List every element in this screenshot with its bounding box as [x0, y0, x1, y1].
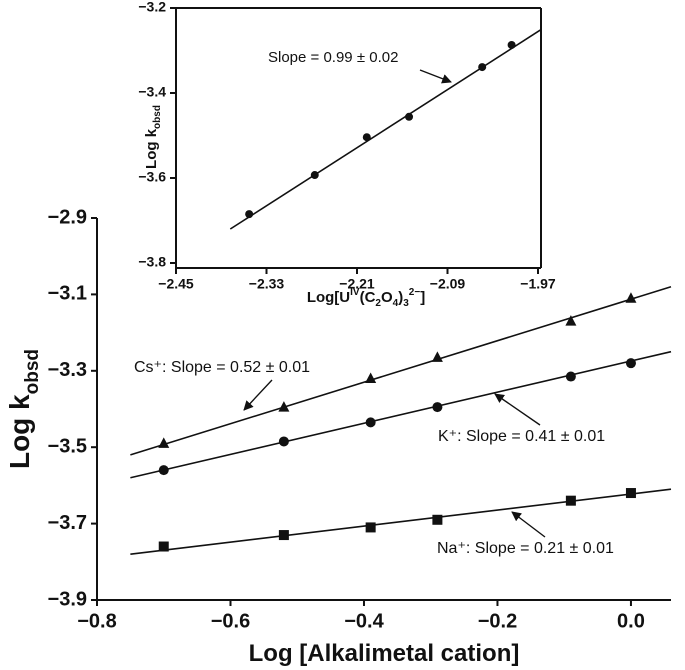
marker-square	[565, 495, 576, 506]
x-axis-label-part: Log[U	[307, 289, 350, 306]
y-tick-label: −3.4	[138, 84, 166, 100]
marker-circle	[245, 210, 254, 219]
marker-circle	[310, 171, 319, 180]
y-tick-label: −3.8	[138, 254, 166, 270]
x-tick-label: −0.6	[211, 610, 250, 632]
marker-triangle	[158, 437, 170, 448]
x-axis-label-part: ]	[420, 289, 425, 306]
marker-triangle	[278, 401, 290, 412]
annotation: Na⁺: Slope = 0.21 ± 0.01	[437, 540, 614, 557]
marker-circle	[432, 402, 443, 413]
annotation: Cs⁺: Slope = 0.52 ± 0.01	[134, 359, 310, 376]
marker-triangle	[365, 372, 377, 383]
y-tick-label: −3.9	[48, 588, 87, 610]
marker-circle	[565, 371, 576, 382]
y-tick-label: −3.2	[138, 0, 166, 15]
x-axis-label: Log [Alkalimetal cation]	[249, 640, 520, 667]
y-axis-label: Log kobsd	[143, 105, 163, 169]
x-tick-label: −2.45	[158, 275, 194, 291]
marker-circle	[478, 63, 487, 72]
marker-circle	[362, 133, 371, 142]
x-axis-label-part: Log [Alkalimetal cation]	[249, 640, 520, 667]
x-tick-label: −2.09	[430, 275, 466, 291]
marker-triangle	[625, 292, 637, 303]
y-tick-label: −3.3	[48, 359, 87, 381]
y-axis-label-part: Log k	[4, 394, 35, 469]
annotation: Slope = 0.99 ± 0.02	[268, 49, 398, 66]
marker-triangle	[431, 351, 443, 362]
y-axis-label-part: Log k	[143, 128, 160, 169]
marker-triangle	[565, 315, 577, 326]
x-axis-label-part: IV	[350, 287, 360, 298]
x-tick-label: −0.2	[478, 610, 517, 632]
marker-square	[278, 530, 289, 541]
fit-line	[130, 488, 672, 555]
marker-circle	[278, 436, 289, 447]
x-axis-label: Log[UIV(C2O4)32−]	[307, 287, 425, 309]
annotation-arrow	[419, 69, 452, 84]
y-axis-label-part: obsd	[22, 349, 43, 394]
x-tick-label: −1.97	[520, 275, 556, 291]
fit-line	[229, 29, 541, 230]
fit-line	[130, 285, 672, 456]
marker-circle	[158, 465, 169, 476]
marker-square	[432, 514, 443, 525]
marker-square	[365, 522, 376, 533]
x-axis-label-part: )	[398, 289, 403, 306]
y-axis-label: Log kobsd	[4, 349, 42, 469]
y-tick-label: −3.6	[138, 169, 166, 185]
marker-circle	[625, 358, 636, 369]
fit-line	[130, 350, 672, 479]
x-axis-label-part: 4	[393, 298, 399, 309]
annotation-arrow	[511, 511, 546, 538]
x-tick-label: −2.33	[249, 275, 285, 291]
marker-circle	[405, 112, 414, 121]
y-axis-label-part: obsd	[152, 105, 163, 129]
annotation-arrow	[243, 379, 273, 411]
y-tick-label: −3.7	[48, 512, 87, 534]
x-axis-label-part: 3	[403, 298, 409, 309]
marker-circle	[365, 417, 376, 428]
x-tick-label: 0.0	[617, 610, 645, 632]
x-tick-label: −0.8	[77, 610, 116, 632]
y-tick-label: −2.9	[48, 206, 87, 228]
y-tick-label: −3.1	[48, 283, 87, 305]
annotation-arrow	[494, 393, 541, 426]
x-axis-label-part: (C	[360, 289, 376, 306]
x-axis-label-part: 2−	[409, 287, 421, 298]
y-tick-label: −3.5	[48, 435, 87, 457]
x-axis-label-part: 2	[375, 298, 381, 309]
x-axis-label-part: O	[381, 289, 393, 306]
x-tick-label: −2.21	[339, 275, 375, 291]
x-tick-label: −0.4	[344, 610, 384, 632]
marker-square	[158, 541, 169, 552]
marker-square	[625, 488, 636, 499]
marker-circle	[507, 40, 516, 49]
annotation: K⁺: Slope = 0.41 ± 0.01	[438, 428, 605, 445]
